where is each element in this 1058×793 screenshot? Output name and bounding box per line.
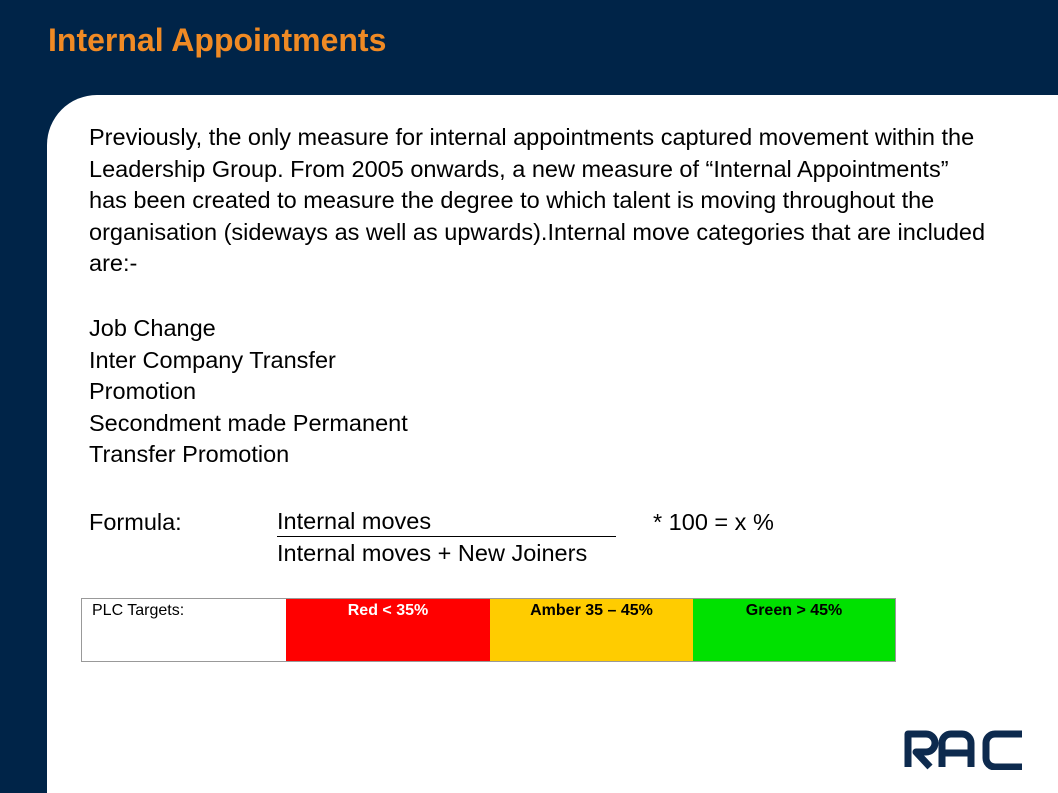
list-item: Secondment made Permanent [89, 409, 408, 436]
formula-label: Formula: [89, 509, 182, 535]
move-categories-list: Job Change Inter Company Transfer Promot… [89, 313, 408, 471]
list-item: Transfer Promotion [89, 441, 290, 468]
plc-targets-table: PLC Targets: Red < 35% Amber 35 – 45% Gr… [81, 598, 896, 662]
target-green: Green > 45% [693, 599, 895, 661]
rac-logo-icon [904, 730, 1022, 770]
formula-denominator: Internal moves + New Joiners [277, 540, 588, 566]
list-item: Job Change [89, 315, 216, 341]
target-amber: Amber 35 – 45% [490, 599, 693, 661]
formula-multiplier: * 100 = x % [653, 509, 774, 535]
formula-numerator: Internal moves [277, 507, 616, 537]
page-title: Internal Appointments [48, 22, 387, 58]
target-red: Red < 35% [286, 599, 490, 661]
list-item: Inter Company Transfer [89, 346, 336, 373]
content-panel [47, 95, 1058, 793]
list-item: Promotion [89, 378, 197, 405]
intro-paragraph: Previously, the only measure for interna… [89, 124, 986, 277]
targets-label: PLC Targets: [92, 602, 185, 619]
